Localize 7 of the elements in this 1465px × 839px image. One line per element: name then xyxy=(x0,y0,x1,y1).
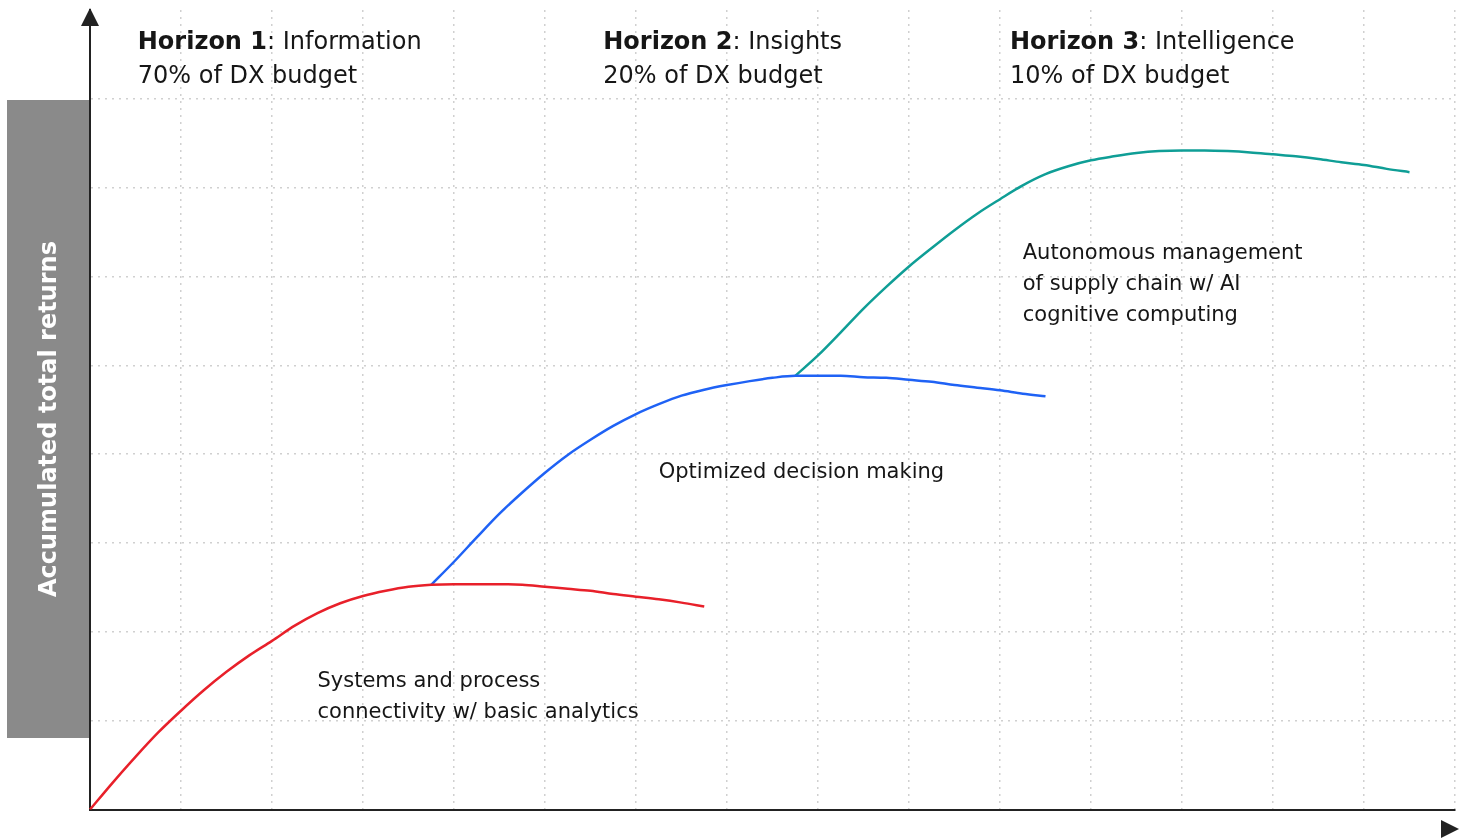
text: Autonomous management of supply chain w/ AI cognitive computing xyxy=(1022,240,1303,327)
text: Horizon 2: Insights 20% of DX budget xyxy=(603,27,843,90)
text: Systems and process connectivity w/ basic analytics xyxy=(317,668,639,724)
text: Optimized decision making xyxy=(658,459,945,484)
text: Horizon 1: Information 70% of DX budget xyxy=(137,27,422,90)
text: Horizon 3: Intelligence 10% of DX budget xyxy=(1010,27,1295,90)
y-axis-title: Accumulated total returns xyxy=(34,240,63,598)
